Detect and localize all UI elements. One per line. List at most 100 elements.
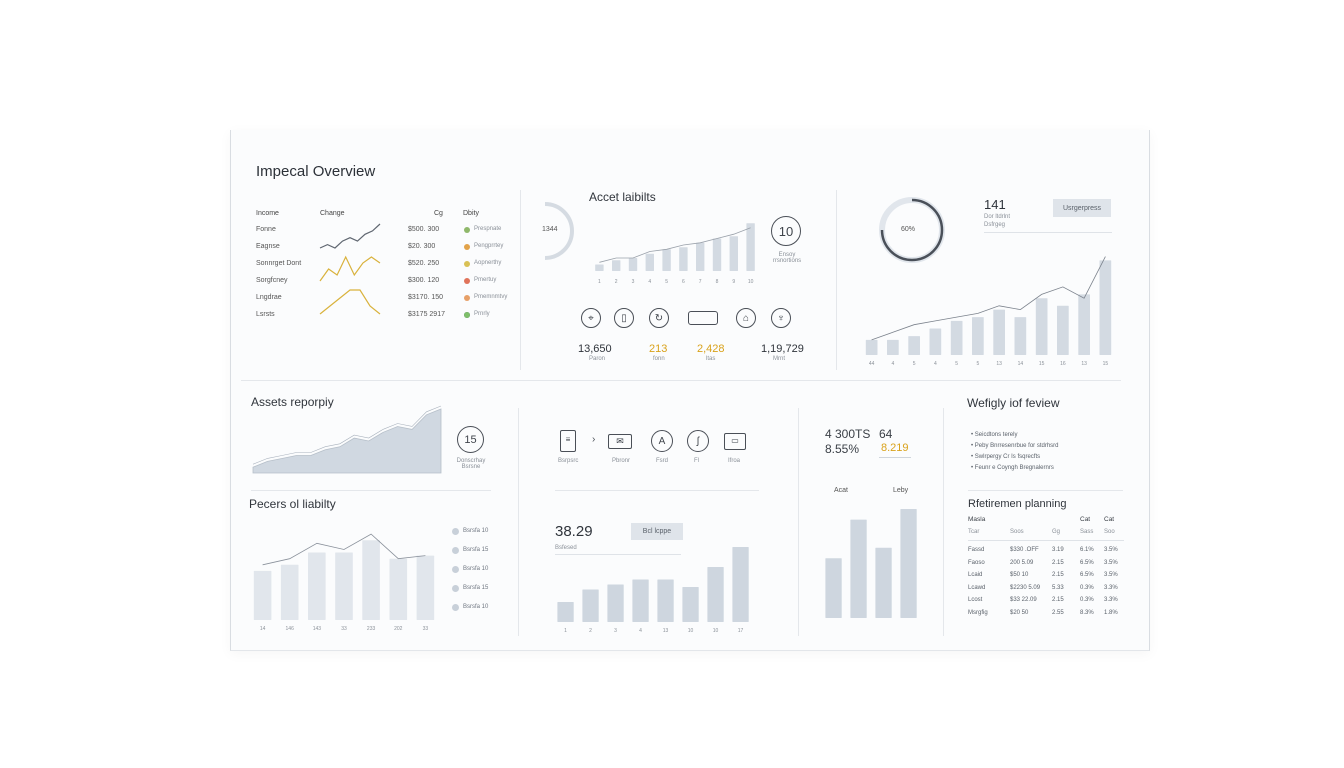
metric-caption: Dsfrgeg	[984, 222, 1006, 228]
document-icon[interactable]: ≡	[560, 430, 576, 452]
chart-bar	[850, 519, 867, 618]
table-subheader: Soo	[1104, 529, 1115, 535]
table-row: Lcost $33 22.09 2.15 0.3% 3.3%	[968, 597, 1124, 607]
chart-bar	[732, 547, 749, 622]
tick-label: 33	[341, 626, 347, 632]
map-icon[interactable]: ⌖	[581, 308, 601, 328]
dashboard-sheet: Impecal Overview Income Change Cg Dbity …	[230, 130, 1150, 651]
chart-bar	[335, 552, 353, 620]
table-cell: 1.8%	[1104, 609, 1118, 616]
stat-caption: fonn	[653, 356, 665, 362]
tick-label: 1	[564, 628, 567, 634]
table-cell: $33 22.09	[1010, 597, 1037, 603]
legend-swatch-icon	[452, 604, 459, 611]
series-line	[262, 533, 426, 566]
tick-label: 7	[699, 279, 702, 285]
bullet-icon: •	[971, 432, 975, 438]
income-row-tag: Aopnerthy	[474, 260, 502, 266]
divider	[943, 408, 944, 636]
weekly-review-title: Wefigly iof feview	[967, 396, 1060, 410]
tick-label: 5	[665, 279, 668, 285]
table-row: Lcawd $2230 5.09 5.33 0.3% 3.3%	[968, 585, 1124, 595]
table-cell: 2.15	[1052, 572, 1064, 578]
table-cell: Lcost	[968, 597, 983, 603]
chart-bar	[607, 584, 624, 622]
icon-caption: Bsrpsrc	[558, 458, 579, 464]
badge-circle: 10	[771, 216, 801, 246]
retirement-title: Rfetiremen planning	[968, 498, 1067, 510]
middle-value: 38.29	[555, 523, 593, 540]
metric-caption: Dor ltdrlnt	[984, 214, 1011, 220]
chart-bar	[657, 579, 674, 622]
status-dot-icon	[464, 244, 470, 250]
income-row-label: Eagnse	[256, 243, 280, 250]
sparkline-series	[319, 255, 381, 282]
table-cell: Faoso	[968, 559, 985, 566]
asset-liabilities-title: Accet laibilts	[589, 190, 656, 204]
divider	[968, 540, 1124, 541]
mail-icon[interactable]: ✉	[608, 434, 632, 449]
review-item: • Feunr e Coyngh Bregnalernrs	[971, 456, 1054, 474]
bullet-icon: •	[971, 465, 975, 471]
hand-icon[interactable]: ʃ	[687, 430, 709, 452]
account-icon[interactable]: A	[651, 430, 673, 452]
chart-bar	[308, 552, 326, 620]
income-row-value: $500. 300	[408, 226, 440, 233]
chart-bar	[1078, 294, 1090, 355]
tick-label: 13	[1081, 361, 1087, 367]
review-item-text: Peby Bnrresenrbue for stdrhsrd	[974, 443, 1059, 449]
chart-bar	[707, 567, 724, 622]
tick-label: 6	[682, 279, 685, 285]
stat-value: 2,428	[697, 343, 725, 355]
tie-icon[interactable]: ♆	[771, 308, 791, 328]
column-header: Income	[256, 210, 279, 217]
table-subheader: Gg	[1052, 529, 1061, 535]
tick-label: 4	[892, 361, 895, 367]
table-cell: Lcawd	[968, 584, 986, 591]
top-right-chart: 44 4 5 4 5 5 13 14 15 16 13 15	[865, 256, 1112, 367]
table-cell: $330 .OFF	[1010, 547, 1039, 553]
legend-swatch-icon	[452, 566, 459, 573]
tick-label: 15	[1039, 361, 1045, 367]
income-row-tag: Pengprrtey	[474, 243, 504, 249]
tick-label: 4	[648, 279, 651, 285]
legend-item: Bsrsfa 15	[452, 546, 512, 556]
income-row-tag: Pmertuy	[474, 277, 497, 283]
legend-label: Bsrsfa 15	[463, 585, 489, 591]
status-dot-icon	[464, 312, 470, 318]
income-row-value: $520. 250	[408, 260, 440, 267]
chart-bar	[628, 258, 638, 271]
legend-item: Bsrsfa 10	[452, 565, 512, 575]
chart-bar	[825, 558, 842, 618]
table-cell: $20 50	[1010, 609, 1029, 616]
icon-caption: Ifroa	[728, 458, 741, 464]
chart-bar	[645, 253, 654, 271]
truck-icon[interactable]	[688, 311, 718, 325]
chart-bar	[389, 558, 408, 620]
divider	[798, 408, 799, 636]
action-button[interactable]: Usrgerpress	[1053, 199, 1111, 217]
calendar-icon[interactable]: ⌂	[736, 308, 756, 328]
divider	[984, 232, 1112, 233]
table-cell: 2.15	[1052, 559, 1064, 566]
chart-bar	[875, 547, 892, 618]
review-item-text: Feunr e Coyngh Bregnalernrs	[974, 465, 1054, 471]
refresh-icon[interactable]: ↻	[649, 308, 669, 328]
tick-label: 4	[934, 361, 937, 367]
document-icon[interactable]: ▯	[614, 308, 634, 328]
table-cell: 2.15	[1052, 597, 1064, 603]
kpi-label: Leby	[893, 487, 909, 494]
icon-caption: Fl	[694, 458, 699, 464]
tick-label: 9	[732, 279, 735, 285]
chart-bar	[950, 320, 963, 355]
review-item: • Swlrpergy Cr Is fsqrecfts	[971, 445, 1040, 463]
tick-label: 5	[977, 361, 980, 367]
tick-label: 13	[996, 361, 1002, 367]
chart-bar	[416, 555, 435, 620]
legend-swatch-icon	[452, 547, 459, 554]
tick-label: 16	[1060, 361, 1066, 367]
briefcase-icon[interactable]: ▭	[724, 433, 746, 450]
table-subheader: Soos	[1010, 529, 1024, 535]
income-row-tag: Prnrly	[474, 311, 490, 317]
action-button[interactable]: Bcl lcppe	[631, 523, 683, 540]
